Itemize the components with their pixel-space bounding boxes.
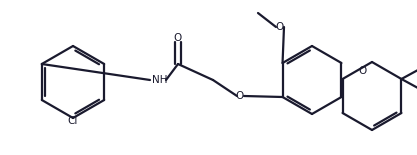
- Text: O: O: [174, 33, 182, 43]
- Text: O: O: [236, 91, 244, 101]
- Text: O: O: [276, 22, 284, 32]
- Text: NH: NH: [152, 75, 168, 85]
- Text: O: O: [358, 66, 367, 75]
- Text: Cl: Cl: [68, 116, 78, 126]
